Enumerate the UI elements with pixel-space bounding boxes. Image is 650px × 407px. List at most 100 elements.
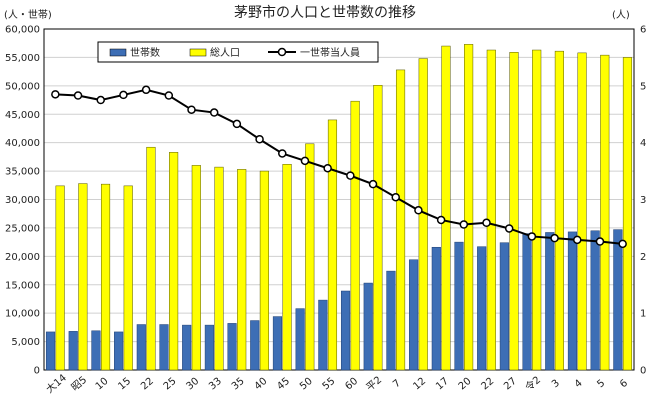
- left-tick-label: 20,000: [5, 252, 40, 263]
- bar-population: [509, 52, 519, 371]
- bar-households: [567, 231, 578, 371]
- bar-population: [350, 100, 360, 371]
- left-tick-label: 0: [34, 366, 40, 377]
- legend: 世帯数 総人口 一世帯当人員: [97, 41, 379, 63]
- x-tick-label: 27: [502, 376, 519, 393]
- x-tick-label: 5: [595, 378, 607, 391]
- right-tick-label: 4: [640, 138, 646, 149]
- legend-label-households: 世帯数: [130, 46, 160, 59]
- bar-population: [100, 183, 111, 371]
- line-point: [209, 108, 219, 117]
- line-point: [141, 85, 151, 95]
- x-tick-label: 6: [618, 378, 630, 391]
- x-tick-label: 15: [116, 376, 133, 393]
- right-axis-ticks: 0 1 2 3 4 5 6: [640, 25, 646, 377]
- bar-population: [169, 152, 179, 371]
- bar-population: [123, 185, 133, 371]
- left-tick-label: 5,000: [11, 337, 40, 348]
- legend-label-persons: 一世帯当人員: [300, 46, 360, 59]
- right-tick-label: 5: [640, 81, 646, 92]
- line-point: [414, 206, 423, 215]
- x-tick-label: 50: [298, 376, 315, 393]
- line-point: [482, 218, 491, 228]
- bar-population: [259, 170, 269, 371]
- left-tick-label: 10,000: [5, 309, 40, 320]
- line-point: [164, 91, 174, 100]
- bar-population: [532, 49, 542, 371]
- x-tick-label: 35: [230, 376, 247, 393]
- bar-households: [295, 308, 305, 371]
- bar-households: [409, 259, 419, 371]
- x-tick-label: 25: [162, 376, 179, 393]
- bar-population: [282, 164, 292, 371]
- bar-population: [327, 119, 338, 371]
- bar-households: [477, 246, 487, 371]
- legend-marker-persons: [277, 47, 287, 57]
- x-tick-label: 20: [457, 376, 474, 393]
- line-point: [300, 156, 310, 166]
- bar-households: [340, 290, 351, 371]
- bar-households: [522, 233, 532, 371]
- bar-population: [191, 165, 201, 371]
- x-tick-label: 10: [94, 376, 111, 393]
- bar-households: [613, 229, 623, 371]
- bar-population: [214, 166, 224, 371]
- line-point: [255, 135, 264, 144]
- right-tick-label: 6: [640, 25, 646, 36]
- bar-households: [454, 241, 464, 371]
- x-tick-label: 22: [139, 376, 156, 393]
- left-tick-label: 25,000: [5, 223, 40, 234]
- line-point: [595, 237, 605, 246]
- legend-label-population: 総人口: [210, 46, 240, 59]
- bar-population: [577, 52, 587, 371]
- bar-households: [363, 282, 373, 371]
- line-point: [618, 239, 627, 249]
- legend-swatch-population: [189, 48, 207, 57]
- bar-population: [600, 54, 610, 371]
- line-point: [187, 105, 196, 114]
- bar-households: [250, 320, 260, 371]
- bar-population: [441, 45, 451, 371]
- plot-frame: [43, 28, 635, 371]
- line-point: [391, 192, 400, 202]
- x-tick-label: 12: [411, 376, 428, 393]
- bar-population: [237, 169, 247, 371]
- line-point: [51, 90, 60, 99]
- line-point: [550, 233, 559, 243]
- line-series: [51, 85, 627, 249]
- left-tick-label: 40,000: [5, 138, 40, 149]
- left-axis-ticks: 0 5,000 10,000 15,000 20,000 25,000 30,000 35,0…: [5, 25, 40, 377]
- bar-households: [204, 324, 214, 371]
- legend-box: [97, 41, 379, 63]
- line-point: [278, 149, 287, 158]
- bar-population: [395, 69, 406, 371]
- x-tick-label: 令2: [522, 373, 543, 393]
- line-point: [436, 215, 446, 225]
- left-tick-label: 30,000: [5, 195, 40, 206]
- bar-households: [136, 324, 146, 371]
- bar-households: [499, 242, 509, 371]
- line-point: [73, 91, 83, 100]
- bar-population: [464, 44, 474, 371]
- line-point: [96, 95, 105, 105]
- bar-households: [182, 324, 192, 371]
- line-point: [504, 224, 514, 233]
- bar-population: [486, 49, 496, 371]
- line-point: [573, 235, 582, 245]
- left-tick-label: 50,000: [5, 81, 40, 92]
- x-tick-label: 平2: [365, 375, 385, 394]
- bar-series: [45, 44, 633, 371]
- left-tick-label: 15,000: [5, 280, 40, 291]
- bar-households: [272, 316, 283, 371]
- bar-households: [545, 232, 555, 371]
- bar-households: [318, 299, 328, 371]
- x-tick-label: 60: [343, 376, 360, 393]
- right-tick-label: 3: [640, 195, 646, 206]
- x-tick-label: 22: [479, 376, 496, 393]
- right-tick-label: 2: [640, 252, 646, 263]
- right-tick-label: 1: [640, 309, 646, 320]
- line-point: [527, 232, 537, 241]
- bar-households: [431, 246, 441, 371]
- x-tick-label: 45: [275, 376, 292, 393]
